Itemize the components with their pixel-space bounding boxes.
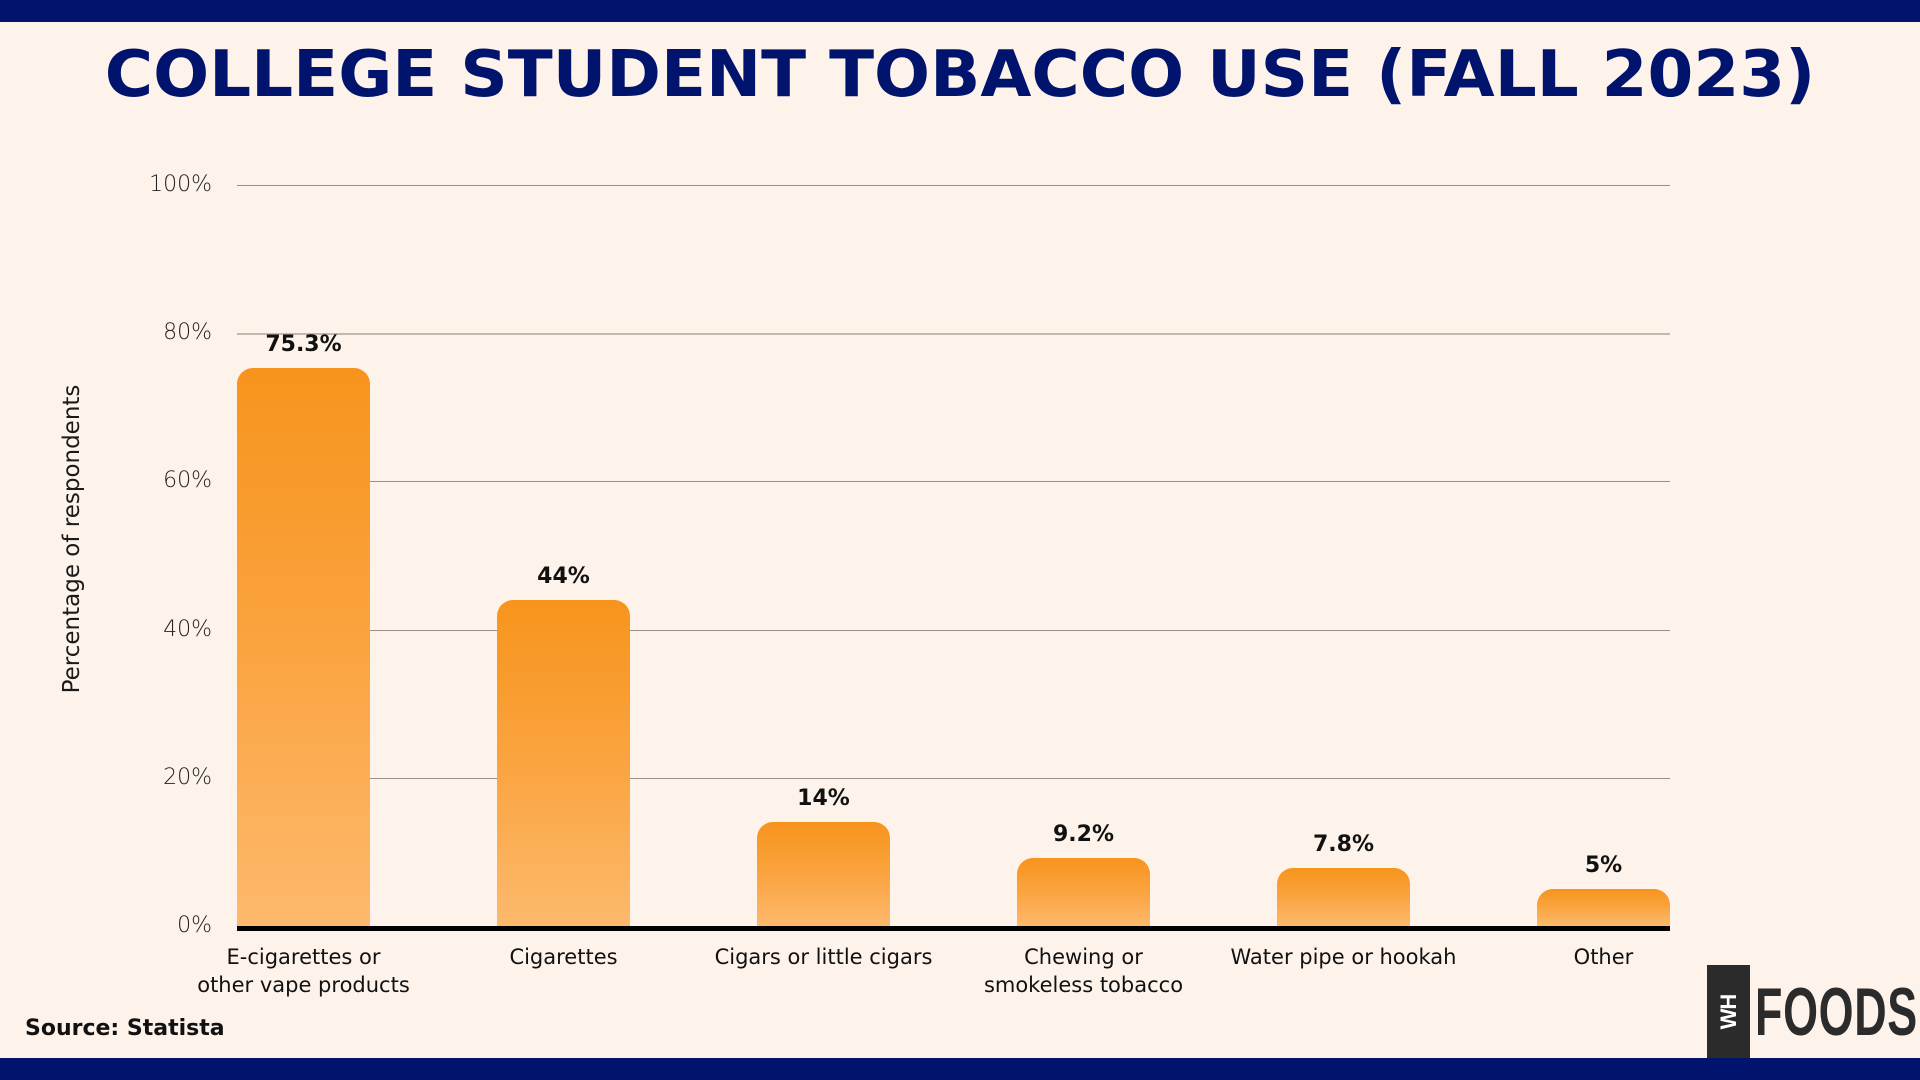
category-label-line: Cigars or little cigars xyxy=(714,945,933,969)
y-tick-label: 40% xyxy=(163,616,212,642)
bar xyxy=(237,368,370,926)
y-tick-label: 60% xyxy=(163,468,212,494)
bar-value-label: 9.2% xyxy=(1052,821,1114,847)
bar-value-label: 5% xyxy=(1584,852,1623,878)
y-tick-label: 80% xyxy=(163,320,212,346)
bar-value-label: 14% xyxy=(797,786,850,812)
logo-wordmark: FOODS xyxy=(1755,974,1918,1050)
source-note: Source: Statista xyxy=(25,1016,225,1041)
bar-value-label: 7.8% xyxy=(1312,832,1374,858)
y-tick-label: 0% xyxy=(177,913,212,938)
bar xyxy=(1537,888,1670,926)
category-label: Cigarettes xyxy=(414,943,714,971)
category-label-line: smokeless tobacco xyxy=(983,973,1184,997)
y-tick-label: 20% xyxy=(163,764,212,790)
category-label-line: Water pipe or hookah xyxy=(1230,945,1457,969)
category-label: Chewing or smokeless tobacco xyxy=(934,943,1234,999)
bar xyxy=(497,599,630,926)
category-label: Water pipe or hookah xyxy=(1194,943,1494,971)
gridline xyxy=(237,481,1670,483)
gridline xyxy=(237,629,1670,631)
bar xyxy=(1017,857,1150,926)
logo-mark-text: WH xyxy=(1715,994,1741,1029)
category-label: E-cigarettes or other vape products xyxy=(154,943,454,999)
category-label-line: E-cigarettes or xyxy=(226,945,381,969)
category-label-line: Chewing or xyxy=(1024,945,1143,969)
category-label-line: Other xyxy=(1573,945,1634,969)
y-tick-label: 100% xyxy=(149,172,212,197)
bar xyxy=(1277,868,1410,926)
category-label-line: Cigarettes xyxy=(509,945,618,969)
category-label-line: other vape products xyxy=(197,973,410,997)
category-label: Cigars or little cigars xyxy=(674,943,974,971)
category-label: Other xyxy=(1454,943,1754,971)
gridline xyxy=(237,333,1670,335)
gridline xyxy=(237,777,1670,779)
y-axis-label: Percentage of respondents xyxy=(59,384,85,694)
gridline xyxy=(237,185,1670,186)
x-axis-baseline xyxy=(237,926,1670,931)
top-band xyxy=(0,0,1920,22)
logo-mark: WH xyxy=(1707,965,1750,1058)
bottom-band xyxy=(0,1058,1920,1080)
chart-title: COLLEGE STUDENT TOBACCO USE (FALL 2023) xyxy=(104,38,1816,112)
bar xyxy=(757,822,890,926)
bar-value-label: 75.3% xyxy=(265,332,342,358)
bar-value-label: 44% xyxy=(537,563,590,589)
